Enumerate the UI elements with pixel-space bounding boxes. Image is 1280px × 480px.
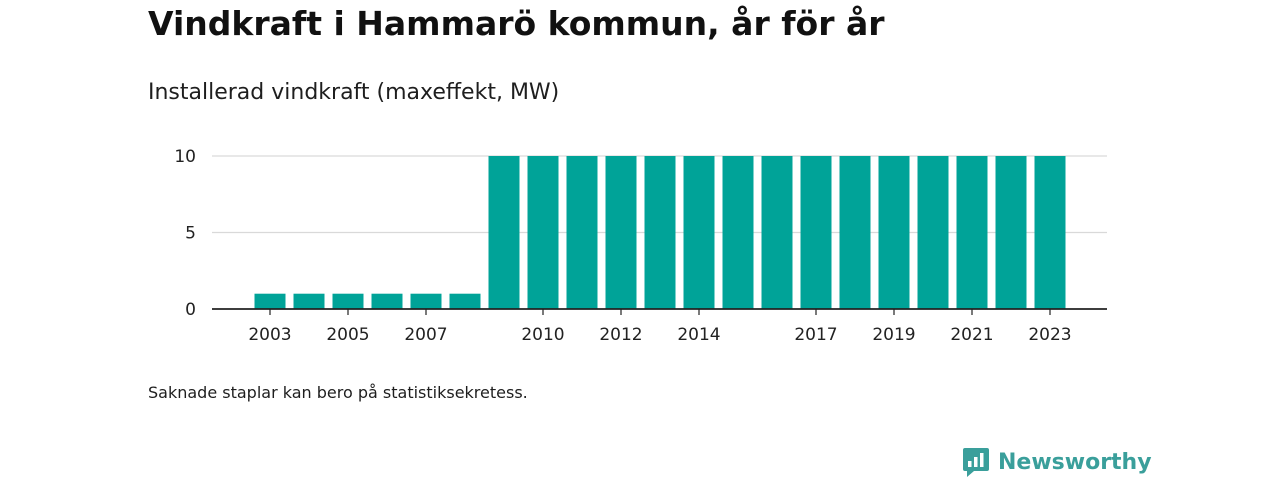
bar: 2019: 10 [878, 156, 910, 309]
bar: 2021: 10 [956, 156, 988, 309]
chart-title: Vindkraft i Hammarö kommun, år för år [148, 4, 885, 43]
bar: 2020: 10 [917, 156, 949, 309]
bar: 2005: 1 [332, 293, 364, 309]
bar: 2011: 10 [566, 156, 598, 309]
bar: 2012: 10 [605, 156, 637, 309]
y-tick-label: 0 [185, 300, 196, 320]
bar: 2016: 10 [761, 156, 793, 309]
x-tick-label: 2007 [404, 325, 447, 345]
bar: 2003: 1 [254, 293, 286, 309]
bar: 2013: 10 [644, 156, 676, 309]
bar: 2023: 10 [1034, 156, 1066, 309]
bar: 2004: 1 [293, 293, 325, 309]
x-tick-label: 2010 [521, 325, 564, 345]
brand-logo: Newsworthy [962, 446, 1152, 478]
y-tick-label: 5 [185, 224, 196, 244]
x-tick-label: 2017 [794, 325, 837, 345]
x-tick-label: 2023 [1028, 325, 1071, 345]
brand-name: Newsworthy [998, 449, 1152, 475]
axes: 0 5 10 2003 2005 2007 2010 2012 2014 2017 2019 2021… [174, 147, 1107, 345]
bar: 2010: 10 [527, 156, 559, 309]
chart-subtitle: Installerad vindkraft (maxeffekt, MW) [148, 80, 560, 105]
x-tick-label: 2003 [248, 325, 291, 345]
x-tick-label: 2012 [599, 325, 642, 345]
bar: 2008: 1 [449, 293, 481, 309]
bar: 2009: 10 [488, 156, 520, 309]
bar: 2007: 1 [410, 293, 442, 309]
bar: 2022: 10 [995, 156, 1027, 309]
x-tick-label: 2019 [872, 325, 915, 345]
x-tick-label: 2014 [677, 325, 720, 345]
footnote: Saknade staplar kan bero på statistiksek… [148, 383, 528, 402]
bars: 2003: 1 2004: 1 2005: 1 2006: 1 2007: 1 2008:… [254, 156, 1066, 309]
bar: 2014: 10 [683, 156, 715, 309]
x-tick-label: 2005 [326, 325, 369, 345]
bar: 2017: 10 [800, 156, 832, 309]
x-tick-label: 2021 [950, 325, 993, 345]
bar: 2006: 1 [371, 293, 403, 309]
newsworthy-logo-icon [963, 448, 989, 477]
bar-chart: 2003: 1 2004: 1 2005: 1 2006: 1 2007: 1 2008:… [174, 147, 1107, 345]
bar: 2018: 10 [839, 156, 871, 309]
bar: 2015: 10 [722, 156, 754, 309]
y-tick-label: 10 [174, 147, 196, 167]
